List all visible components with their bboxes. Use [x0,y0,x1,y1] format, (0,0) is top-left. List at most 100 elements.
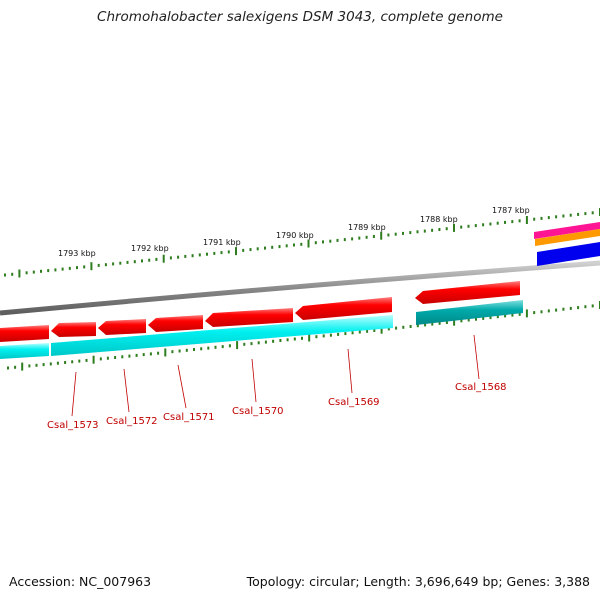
minor-tick [301,336,303,340]
map-title: Chromohalobacter salexigens DSM 3043, co… [97,9,503,25]
minor-tick [344,332,347,336]
cds-right[interactable] [415,281,520,304]
minor-tick [4,273,6,277]
cds-csal-1571[interactable] [98,319,146,335]
gene-bar-2[interactable] [51,315,393,356]
leader-csal-1568 [473,334,480,380]
minor-tick [475,317,477,321]
minor-tick [373,329,376,332]
minor-tick [40,269,42,273]
minor-tick [169,256,172,260]
minor-tick [184,254,187,258]
major-tick [162,254,165,263]
minor-tick [511,220,514,224]
minor-tick [83,265,86,269]
minor-tick [402,325,405,329]
minor-tick [555,308,558,312]
minor-tick [7,366,9,370]
minor-tick [409,325,412,328]
minor-tick [99,357,102,361]
minor-tick [213,251,216,255]
cds-csal-1572[interactable] [51,322,96,337]
minor-tick [460,319,463,323]
tick-label-1789: 1789 kbp [348,223,386,232]
minor-tick [133,260,136,264]
minor-tick [402,231,404,235]
minor-tick [191,254,194,258]
minor-tick [482,316,485,320]
minor-tick [569,213,572,217]
minor-tick [329,239,332,243]
minor-tick [68,266,71,270]
minor-tick [149,352,152,356]
major-tick [453,223,455,232]
minor-tick [416,230,419,234]
minor-tick [314,241,317,245]
minor-tick [438,321,441,325]
minor-tick [56,361,59,365]
gene-bar-1[interactable] [0,343,49,359]
minor-tick [518,219,521,223]
leader-csal-1571 [177,364,187,409]
cds-csal-1573[interactable] [0,325,49,342]
minor-tick [128,354,131,358]
minor-tick [119,261,122,265]
minor-tick [555,215,558,219]
minor-tick [114,356,117,359]
genome-backbone [0,260,600,316]
minor-tick [35,363,38,367]
minor-tick [228,344,231,348]
minor-tick [121,355,124,359]
minor-tick [423,229,426,233]
accession-text: Accession: NC_007963 [9,574,152,589]
gene-label-csal-1571: Csal_1571 [163,412,215,423]
minor-tick [533,311,536,315]
tick-label-1787: 1787 kbp [492,206,530,215]
minor-tick [424,323,427,327]
minor-tick [445,227,448,231]
minor-tick [343,238,346,242]
minor-tick [106,356,109,360]
minor-tick [394,232,397,236]
minor-tick [300,242,303,246]
major-tick [380,325,383,334]
minor-tick [569,306,572,310]
cds-csal-1569[interactable] [205,308,293,327]
minor-tick [126,260,129,264]
minor-tick [104,263,107,267]
gene-label-csal-1572: Csal_1572 [106,416,158,427]
major-tick [92,355,95,364]
minor-tick [584,212,587,216]
tick-label-1793: 1793 kbp [58,249,96,258]
minor-tick [351,331,354,335]
minor-tick [242,248,245,252]
minor-tick [54,268,57,272]
minor-tick [591,304,594,308]
minor-tick [504,220,506,224]
minor-tick [14,365,17,369]
cds-csal-1568[interactable] [295,297,392,320]
minor-tick [496,221,499,225]
minor-tick [256,247,259,251]
minor-tick [547,309,550,313]
tick-label-1790: 1790 kbp [276,231,314,240]
minor-tick [387,233,390,237]
gene-bar-3[interactable] [416,300,523,325]
minor-tick [315,335,318,339]
cds-csal-1570[interactable] [148,315,203,332]
minor-tick [489,222,492,226]
minor-tick [135,353,138,357]
minor-tick [279,339,282,342]
minor-tick [193,348,195,351]
minor-tick [584,305,587,309]
leader-csal-1570 [251,358,257,403]
minor-tick [540,310,543,314]
minor-tick [547,216,550,220]
minor-tick [366,329,369,333]
minor-tick [142,353,145,357]
minor-tick [591,211,594,215]
minor-tick [221,345,224,349]
minor-tick [474,224,477,228]
minor-tick [562,214,565,218]
